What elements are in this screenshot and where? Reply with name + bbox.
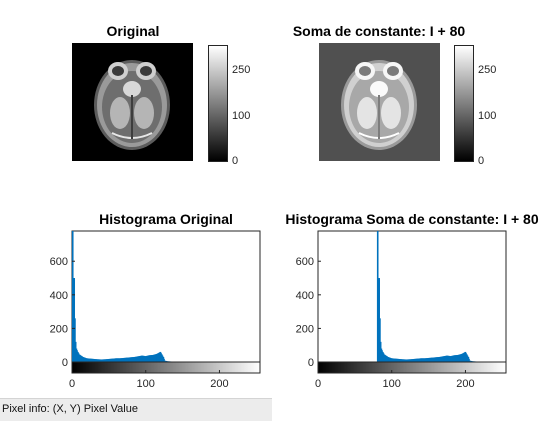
hist-ytick-label: 0 xyxy=(308,357,314,369)
hist-ytick-label: 200 xyxy=(296,323,314,335)
hist-ytick-label: 400 xyxy=(50,290,68,302)
hist-bar xyxy=(162,356,163,362)
hist-bar xyxy=(460,354,461,362)
hist-axes-box xyxy=(318,231,506,371)
hist-bar xyxy=(133,357,134,362)
hist-grayscale-strip xyxy=(318,362,506,373)
hist-bar xyxy=(161,353,162,362)
hist-bar xyxy=(148,355,149,362)
hist-bar xyxy=(423,358,424,362)
hist-bar xyxy=(155,354,156,362)
hist-bar xyxy=(463,353,464,362)
hist-bar xyxy=(158,353,159,362)
hist-bar xyxy=(383,353,384,362)
hist-bar xyxy=(427,358,428,362)
pixel-info-bar: Pixel info: (X, Y) Pixel Value xyxy=(0,398,272,421)
hist-bar xyxy=(457,355,458,362)
hist-bar xyxy=(130,357,131,362)
hist-xtick-label: 0 xyxy=(315,378,321,390)
hist-bar xyxy=(141,356,142,362)
hist-bar xyxy=(89,359,90,362)
hist-bar xyxy=(435,357,436,362)
hist-bar xyxy=(126,358,127,362)
hist-xtick-label: 100 xyxy=(137,378,155,390)
hist-bar xyxy=(118,358,119,362)
hist-bar xyxy=(446,356,447,362)
hist-bar xyxy=(76,350,77,362)
hist-bar xyxy=(122,358,123,362)
hist-ytick-label: 0 xyxy=(62,357,68,369)
hist-xtick-label: 0 xyxy=(69,378,75,390)
hist-bar xyxy=(394,359,395,362)
hist-axes-box xyxy=(72,231,260,371)
hist-bar xyxy=(431,358,432,362)
hist-bar xyxy=(390,358,391,362)
hist-ytick-label: 600 xyxy=(296,256,314,268)
hist-bar xyxy=(381,350,382,362)
hist-xtick-label: 100 xyxy=(383,378,401,390)
hist-bar xyxy=(453,355,454,362)
hist-bar xyxy=(115,358,116,362)
hist-bar xyxy=(420,358,421,362)
hist-bar xyxy=(442,356,443,362)
hist-bar xyxy=(449,356,450,362)
hist-ytick-label: 600 xyxy=(50,256,68,268)
hist-bar xyxy=(78,353,79,362)
hist-bar xyxy=(82,356,83,362)
hist-ytick-label: 400 xyxy=(296,290,314,302)
hist-bar xyxy=(144,356,145,362)
hist-bar xyxy=(464,352,465,362)
hist-ytick-label: 200 xyxy=(50,323,68,335)
hist-grayscale-strip xyxy=(72,362,260,373)
hist-bar xyxy=(465,353,466,362)
hist-bar xyxy=(387,356,388,362)
hist-bar xyxy=(137,356,138,362)
hist-bar xyxy=(438,357,439,362)
histograms-svg: 0 200 400 600 0 100 200 0 200 400 600 0 100 200 xyxy=(0,0,560,400)
hist-bar xyxy=(467,356,468,362)
hist-xtick-label: 200 xyxy=(210,378,228,390)
hist-bar xyxy=(152,355,153,362)
pixel-info-label: Pixel info: (X, Y) Pixel Value xyxy=(2,403,138,415)
hist-xtick-label: 200 xyxy=(456,378,474,390)
hist-bar xyxy=(159,352,160,362)
hist-bar xyxy=(85,358,86,362)
